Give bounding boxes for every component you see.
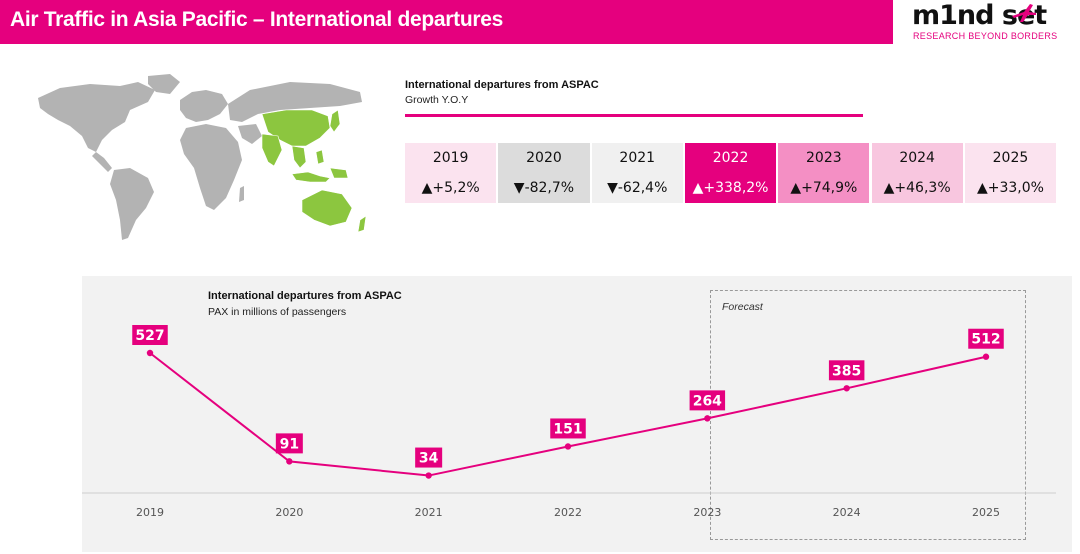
yoy-table-subtitle: Growth Y.O.Y bbox=[405, 94, 469, 106]
data-point-2022 bbox=[564, 443, 572, 450]
data-point-2019 bbox=[146, 349, 154, 357]
data-point-2025 bbox=[982, 353, 990, 360]
world-map-icon bbox=[38, 74, 367, 240]
data-label-2023: 264 bbox=[693, 393, 722, 409]
x-tick-label-2019: 2019 bbox=[136, 506, 164, 519]
data-label-2020: 91 bbox=[280, 436, 299, 452]
data-label-bg-2020 bbox=[275, 433, 303, 454]
chart-panel bbox=[82, 276, 1072, 552]
yoy-value-2023: ▲+74,9% bbox=[778, 173, 870, 203]
data-point-2024 bbox=[843, 385, 850, 392]
yoy-year-2023: 2023 bbox=[778, 143, 870, 173]
x-tick-label-2023: 2023 bbox=[693, 506, 721, 519]
forecast-label: Forecast bbox=[722, 301, 763, 313]
forecast-region bbox=[710, 290, 1026, 540]
yoy-value-2025: ▲+33,0% bbox=[964, 173, 1057, 203]
yoy-year-2020: 2020 bbox=[498, 143, 590, 173]
header-banner: Air Traffic in Asia Pacific – Internatio… bbox=[0, 0, 893, 44]
yoy-year-2021: 2021 bbox=[591, 143, 683, 173]
chart-title: International departures from ASPAC bbox=[208, 290, 402, 302]
yoy-value-2024: ▲+46,3% bbox=[871, 173, 963, 203]
data-label-bg-2021 bbox=[415, 447, 443, 468]
data-label-2021: 34 bbox=[419, 451, 439, 467]
title-underline bbox=[405, 114, 863, 117]
x-tick-label-2020: 2020 bbox=[275, 506, 303, 519]
data-point-2023 bbox=[704, 415, 711, 422]
data-label-bg-2024 bbox=[828, 360, 865, 381]
airplane-icon bbox=[1012, 4, 1036, 22]
yoy-year-2019: 2019 bbox=[405, 143, 497, 173]
yoy-growth-table: 2019 ▲+5,2% 2020 ▼-82,7% 2021 ▼-62,4% 2022 ▲+33… bbox=[405, 143, 1058, 203]
data-label-bg-2022 bbox=[550, 418, 586, 439]
chart-subtitle: PAX in millions of passengers bbox=[208, 306, 347, 318]
data-label-bg-2023 bbox=[689, 390, 726, 411]
yoy-year-2025: 2025 bbox=[964, 143, 1057, 173]
data-label-bg-2025 bbox=[968, 328, 1004, 349]
data-label-2024: 385 bbox=[832, 363, 861, 379]
x-tick-label-2022: 2022 bbox=[554, 506, 582, 519]
data-label-2019: 527 bbox=[135, 328, 164, 344]
yoy-value-2020: ▼-82,7% bbox=[498, 173, 590, 203]
data-point-2021 bbox=[425, 472, 432, 479]
brand-logo: m1nd set RESEARCH BEYOND BORDERS bbox=[912, 0, 1072, 46]
data-label-2022: 151 bbox=[553, 421, 582, 437]
page-title: Air Traffic in Asia Pacific – Internatio… bbox=[10, 8, 504, 31]
x-tick-label-2024: 2024 bbox=[833, 506, 861, 519]
yoy-value-2022: ▲+338,2% bbox=[684, 173, 777, 203]
yoy-year-2022: 2022 bbox=[684, 143, 777, 173]
yoy-table-title: International departures from ASPAC bbox=[405, 79, 599, 91]
logo-tagline: RESEARCH BEYOND BORDERS bbox=[913, 31, 1058, 41]
data-point-2020 bbox=[286, 458, 293, 465]
x-tick-label-2021: 2021 bbox=[415, 506, 443, 519]
yoy-value-2021: ▼-62,4% bbox=[591, 173, 683, 203]
x-tick-label-2025: 2025 bbox=[972, 506, 1000, 519]
yoy-value-2019: ▲+5,2% bbox=[405, 173, 497, 203]
data-label-2025: 512 bbox=[971, 332, 1000, 348]
data-label-bg-2019 bbox=[132, 325, 168, 345]
yoy-year-2024: 2024 bbox=[871, 143, 963, 173]
